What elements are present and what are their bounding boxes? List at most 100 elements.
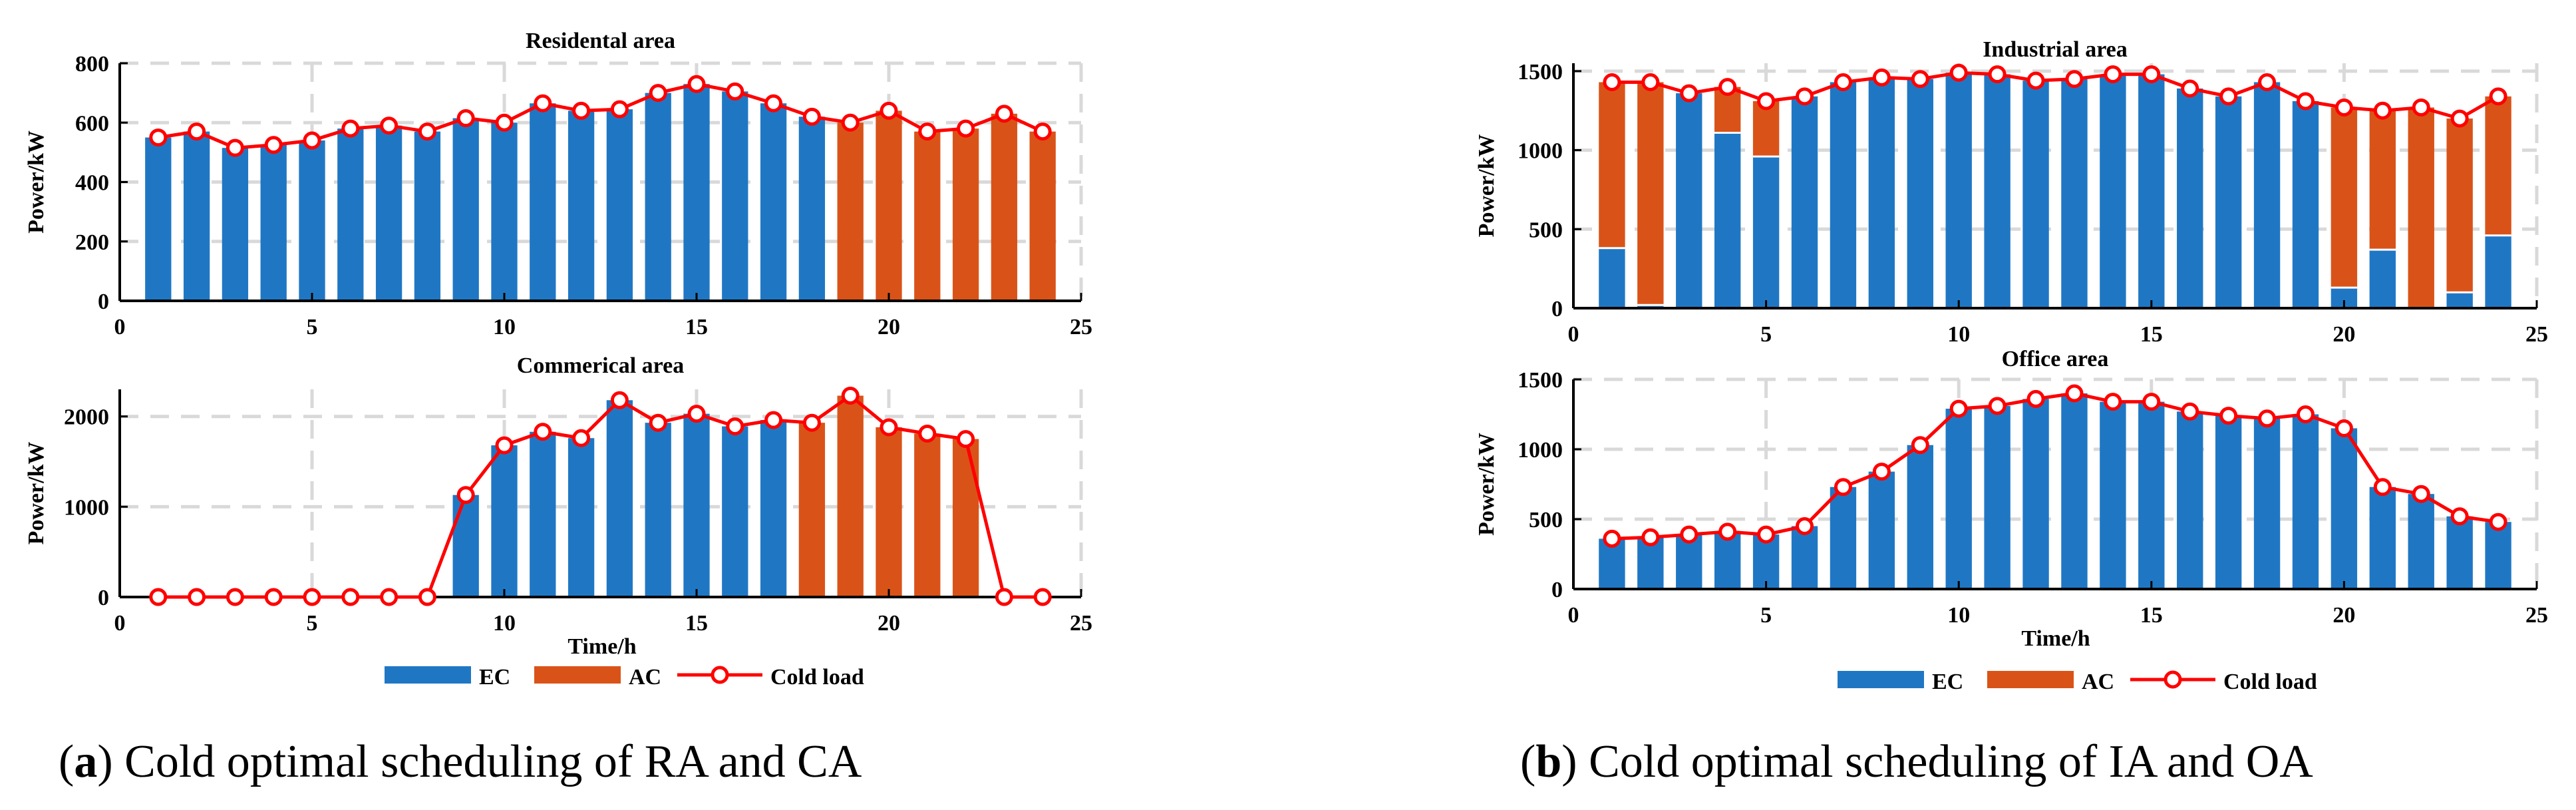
x-tick-label: 0 [114,315,126,339]
bar-ec [1984,405,2011,589]
legend-ec-label: EC [1932,670,1963,694]
bar-ac [914,131,941,301]
cold-load-marker [341,588,360,606]
y-tick-label: 500 [1529,218,1563,242]
cold-load-marker [1796,87,1814,106]
bar-ec [2138,74,2165,308]
cold-load-marker [226,588,244,606]
bar-ec [1714,132,1741,308]
panel-2: 0 5 10 15 20 25 0 1000 2000 Commerical area Power/… [24,353,1092,659]
cold-load-marker [2258,73,2277,91]
x-tick-label: 0 [1568,603,1579,628]
bar-ac [2408,107,2434,308]
cold-load-marker [572,101,591,120]
cold-load-marker [2104,65,2122,84]
cold-load-marker [2373,478,2392,497]
legend-cold-marker [711,666,729,684]
panel-4: 0 5 10 15 20 25 0 500 1000 1500 Office area Power/k… [1474,347,2548,651]
cold-load-marker [264,136,283,154]
x-tick-label: 25 [2525,603,2548,628]
cold-load-marker [2142,65,2161,84]
legend-b: EC AC Cold load [1838,670,2317,694]
caption-a: (a) Cold optimal scheduling of RA and CA [59,736,862,787]
bar-ec [530,103,556,301]
bar-ec [760,420,787,597]
cold-load-marker [1680,525,1698,544]
bar-ec [299,140,325,301]
cold-load-marker [2219,87,2238,106]
cold-load-marker [1718,522,1737,541]
x-tick-label: 25 [1070,315,1092,339]
cold-load-marker [1757,92,1776,110]
legend-cold-label: Cold load [2223,670,2317,694]
bar-ec [1676,93,1702,308]
bar-ec [2446,292,2473,308]
cold-load-marker [764,411,783,429]
cold-load-marker [649,413,667,432]
cold-load-marker [1834,478,1852,497]
cold-load-marker [995,104,1013,123]
cold-load-marker [226,138,244,157]
bar-ec [1907,445,1933,589]
bar-ac [876,110,902,301]
cold-load-marker [418,122,436,141]
bar-ec [683,84,710,302]
x-tick-label: 5 [307,611,318,636]
cold-load-marker [2489,512,2507,531]
cold-load-marker [2065,384,2084,403]
bar-ec [1791,526,1818,589]
legend-ac-label: AC [2082,670,2114,694]
bar-ec [2369,487,2396,589]
bar-ec [1752,534,1780,589]
cold-load-marker [1911,70,1929,89]
bar-ec [1868,471,1895,589]
bar-ac [1637,82,1664,305]
x-tick-label: 10 [1947,322,1970,347]
panel-1: 0 5 10 15 20 25 0 200 400 600 800 Residental area Po… [24,29,1092,339]
y-tick-label: 800 [75,52,109,77]
bar-ec [2100,74,2126,308]
cold-load-marker [2489,87,2507,106]
cold-load-marker [264,588,283,606]
cold-load-marker [188,122,206,141]
cold-load-marker [149,128,168,147]
y-tick-label: 600 [75,111,109,136]
y-tick-label: 400 [75,171,109,196]
cold-load-marker [649,84,667,102]
bar-ec [1599,248,1625,308]
bar-ec [1830,487,1857,589]
cold-load-marker [2142,393,2161,411]
cold-load-marker [2450,109,2469,128]
bar-ec [567,438,595,597]
x-tick-label: 0 [114,611,126,636]
bar-ac [914,433,941,597]
bar-ec [1830,82,1857,308]
x-tick-label: 10 [493,315,516,339]
x-tick-label: 15 [685,315,708,339]
cold-load-marker [880,101,898,120]
cold-load-marker [303,588,321,606]
bar-ac [1752,101,1780,157]
bar-ec [1714,531,1741,589]
bar-ec [722,91,748,302]
bar-ec [452,118,479,301]
bar-ec [530,431,556,597]
bar-ec [1752,156,1780,308]
bar-ac [837,395,864,597]
bar-ec [1907,79,1933,308]
cold-load-marker [380,588,399,606]
bar-ac [798,423,826,597]
bar-ec [491,445,518,597]
y-tick-label: 2000 [64,405,109,430]
y-axis-label: Power/kW [1474,433,1499,536]
y-axis-label: Power/kW [1474,134,1499,238]
cold-load-marker [1641,528,1660,546]
bar-ec [606,109,633,301]
cold-load-marker [1603,529,1621,548]
cold-load-marker [1988,397,2007,415]
cold-load-line [1611,71,2499,120]
x-tick-label: 15 [685,611,708,636]
bar-ec [645,93,671,301]
cold-load-marker [149,588,168,606]
bar-ec [2138,401,2165,589]
